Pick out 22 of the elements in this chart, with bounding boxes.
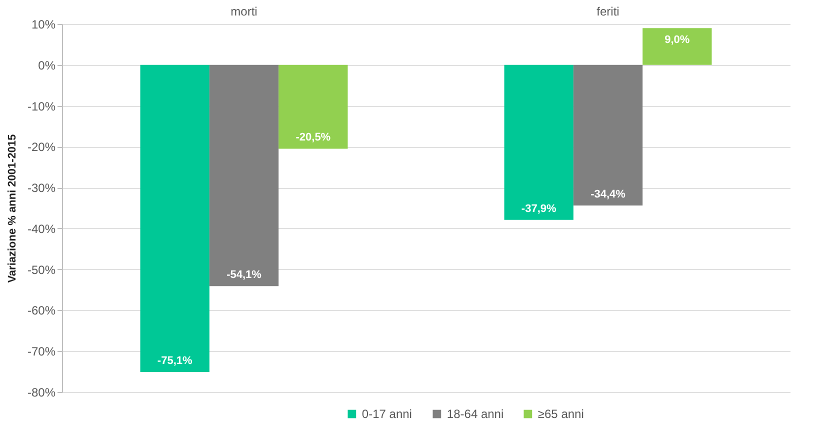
y-axis-title: Variazione % anni 2001-2015 bbox=[6, 134, 18, 283]
y-tick-label: 10% bbox=[31, 18, 56, 32]
data-label: -37,9% bbox=[521, 202, 556, 215]
x-tick-label: morti bbox=[230, 4, 258, 18]
legend-label: 18-64 anni bbox=[446, 407, 504, 421]
y-tick-label: -20% bbox=[27, 140, 56, 154]
y-tick-label: -10% bbox=[27, 99, 56, 114]
data-label: -34,4% bbox=[590, 188, 626, 201]
legend-label: ≥65 anni bbox=[538, 407, 584, 421]
y-tick-label: -50% bbox=[27, 262, 56, 277]
y-tick-label: 0% bbox=[38, 58, 56, 72]
y-tick-label: -60% bbox=[27, 304, 56, 318]
data-label: -54,1% bbox=[226, 269, 262, 282]
y-tick-label: -30% bbox=[27, 181, 56, 196]
legend-label: 0-17 anni bbox=[362, 407, 412, 421]
data-label: -75,1% bbox=[157, 354, 192, 367]
data-label: -20,5% bbox=[296, 132, 331, 144]
y-tick-label: -80% bbox=[27, 386, 56, 400]
x-tick-label: feriti bbox=[596, 4, 620, 18]
y-tick-label: -40% bbox=[27, 222, 56, 236]
data-label: 9,0% bbox=[664, 34, 690, 46]
y-tick-label: -70% bbox=[27, 344, 56, 359]
